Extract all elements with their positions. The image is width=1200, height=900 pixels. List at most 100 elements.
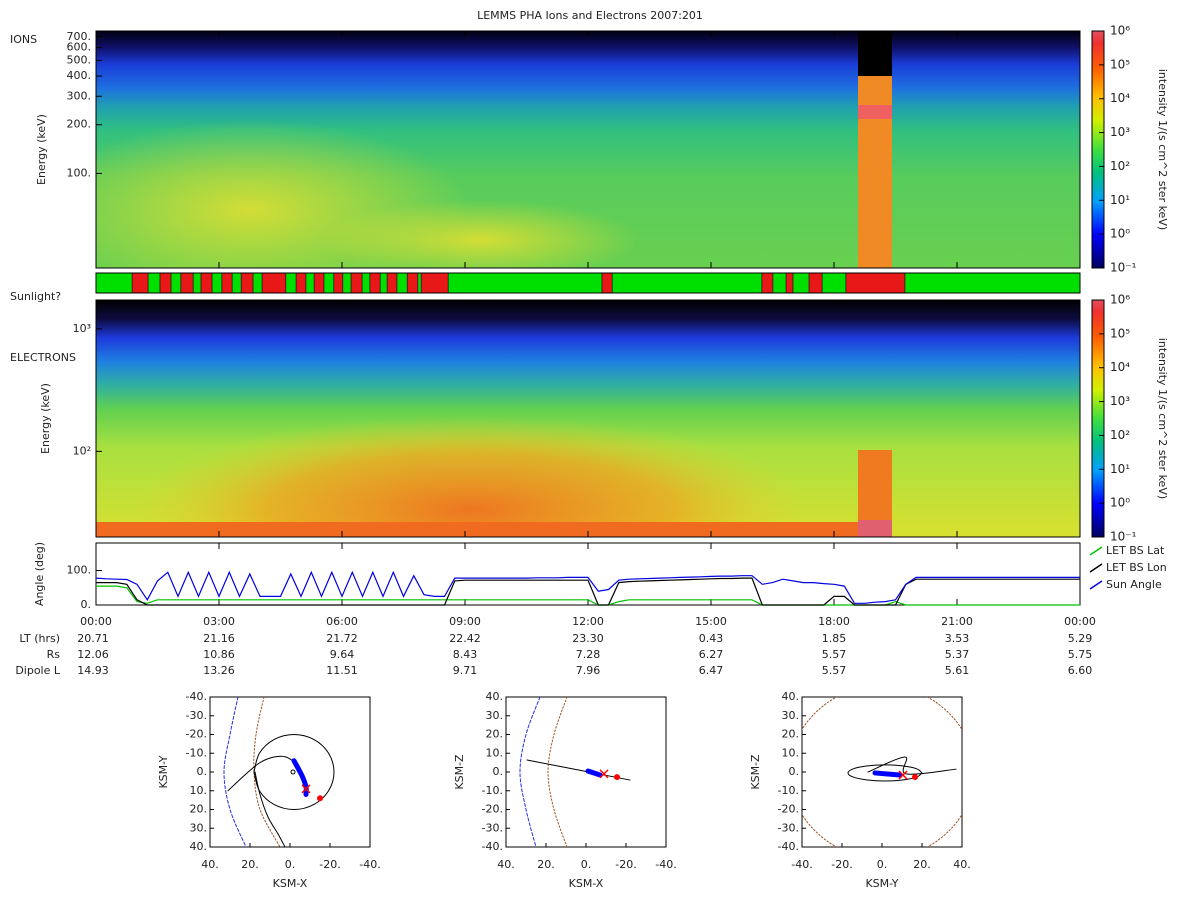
ephemeris-value: 1.85 [822, 632, 847, 645]
ephemeris-value: 7.28 [576, 648, 601, 661]
colorbar-tick-label: 10⁶ [1110, 293, 1130, 307]
spectrogram-texture [130, 415, 810, 537]
y-tick-label: 0. [81, 598, 92, 611]
eclipse-interval [420, 272, 449, 294]
x-tick-label: 40. [201, 858, 219, 871]
colorbar-tick-label: 10¹ [1110, 193, 1130, 207]
orbit-curve [547, 697, 568, 847]
eclipse-interval [845, 272, 906, 294]
x-tick-label: 0. [877, 858, 888, 871]
colorbar-tick-label: 10⁴ [1110, 360, 1130, 374]
row-label: LT (hrs) [19, 632, 60, 645]
row-label: Dipole L [15, 664, 61, 677]
y-tick-label: 0. [789, 765, 800, 778]
legend-label: LET BS Lon [1106, 561, 1167, 574]
ephemeris-value: 5.61 [945, 664, 970, 677]
y-tick-label: -30. [778, 821, 799, 834]
panel-label: Sunlight? [10, 290, 61, 303]
colorbar-tick-label: 10⁻¹ [1110, 261, 1137, 275]
spectrogram-texture [858, 520, 892, 537]
colorbar [1091, 299, 1105, 538]
y-tick-label: 40. [190, 840, 208, 853]
panel-frame [95, 299, 1081, 538]
y-tick-label: 40. [782, 690, 800, 703]
ephemeris-value: 9.71 [453, 664, 478, 677]
orbit-curve [254, 771, 286, 847]
eclipse-interval [313, 272, 325, 294]
panel-label: ELECTRONS [10, 351, 76, 364]
angle-line [96, 585, 1080, 606]
position-marker [290, 769, 296, 775]
angle-line [95, 570, 1080, 604]
y-tick-label: 100. [67, 564, 92, 577]
y-tick-label: 20. [782, 728, 800, 741]
ephemeris-value: 3.53 [945, 632, 970, 645]
y-tick-label: 500. [67, 53, 92, 66]
ephemeris-value: 5.37 [945, 648, 970, 661]
x-tick-label: 0. [581, 858, 592, 871]
colorbar-tick-label: 10⁶ [1110, 24, 1130, 38]
x-axis-label: KSM-X [273, 877, 308, 890]
x-tick-label: 0. [285, 858, 296, 871]
eclipse-interval [785, 272, 794, 294]
eclipse-interval [200, 272, 213, 294]
legend-swatch [1089, 563, 1103, 573]
x-tick-label: 40. [953, 858, 971, 871]
ephemeris-value: 22.42 [449, 632, 481, 645]
position-marker [912, 774, 918, 781]
orbit-curve [585, 768, 603, 778]
ephemeris-value: 6.47 [699, 664, 724, 677]
orbit-curve [872, 770, 903, 778]
orbit-layer [802, 697, 962, 847]
y-tick-label: -40. [778, 840, 799, 853]
colorbar-tick-label: 10³ [1110, 394, 1130, 408]
colorbar-tick-label: 10³ [1110, 125, 1130, 139]
y-tick-label: 700. [67, 30, 92, 43]
position-marker [301, 784, 311, 794]
orbit-curve [253, 733, 335, 811]
ephemeris-value: 14.93 [77, 664, 109, 677]
orbit-curve [847, 764, 923, 782]
position-marker [599, 769, 609, 779]
eclipse-interval [601, 272, 613, 294]
y-axis-label: Energy (keV) [35, 114, 48, 185]
y-tick-label: 600. [67, 41, 92, 54]
y-tick-label: 100. [67, 166, 92, 179]
ion-spectrogram [96, 31, 1080, 268]
eclipse-interval [159, 272, 172, 294]
y-tick-label: -20. [482, 803, 503, 816]
electron-spectrogram [96, 300, 1080, 537]
orbit-curve [802, 697, 962, 847]
y-tick-label: 0. [197, 765, 208, 778]
panel-label: IONS [10, 33, 37, 46]
y-tick-label: -30. [186, 709, 207, 722]
eclipse-interval [221, 272, 233, 294]
ephemeris-value: 0.43 [699, 632, 724, 645]
ephemeris-value: 23.30 [572, 632, 604, 645]
x-tick-label: 20. [537, 858, 555, 871]
ephemeris-value: 10.86 [203, 648, 235, 661]
y-tick-label: 10. [190, 784, 208, 797]
y-tick-label: 30. [486, 709, 504, 722]
colorbar-tick-label: 10² [1110, 428, 1130, 442]
row-label: Rs [47, 648, 61, 661]
x-tick-label: 15:00 [695, 615, 727, 628]
angle-line [96, 577, 1080, 606]
panel-frame [95, 542, 1081, 606]
colorbar-tick-label: 10⁰ [1110, 496, 1130, 510]
eclipse-interval [180, 272, 194, 294]
y-tick-label: 40. [486, 690, 504, 703]
x-tick-label: -40. [791, 858, 812, 871]
eclipse-interval [406, 272, 419, 294]
x-tick-label: 12:00 [572, 615, 604, 628]
ephemeris-value: 21.72 [326, 632, 358, 645]
legend-label: Sun Angle [1106, 578, 1162, 591]
x-tick-label: -20. [615, 858, 636, 871]
sunlight-frame [95, 272, 1081, 294]
y-tick-label: 20. [190, 803, 208, 816]
colorbar-tick-label: 10⁰ [1110, 227, 1130, 241]
ephemeris-value: 13.26 [203, 664, 235, 677]
page-title: LEMMS PHA Ions and Electrons 2007:201 [477, 9, 703, 22]
x-axis-label: KSM-Y [865, 877, 898, 890]
